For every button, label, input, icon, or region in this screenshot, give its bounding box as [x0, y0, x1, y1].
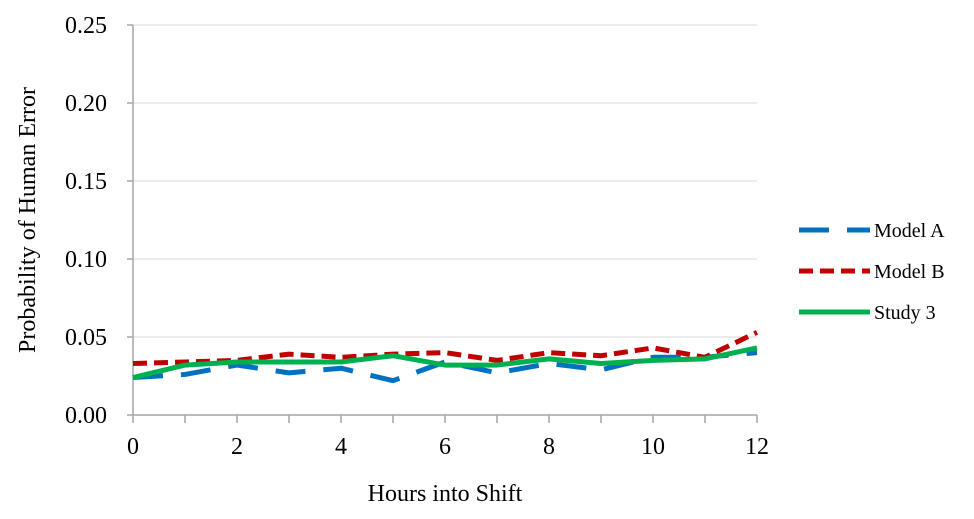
legend-label: Model B — [874, 261, 945, 283]
legend-item-study-3: Study 3 — [799, 302, 936, 324]
legend-label: Model A — [874, 220, 945, 242]
axes — [127, 24, 758, 423]
x-tick-label: 10 — [641, 434, 665, 460]
y-tick-labels: 0.00 0.05 0.10 0.15 0.20 0.25 — [65, 13, 107, 429]
y-tick-label: 0.20 — [65, 91, 107, 117]
x-axis-title: Hours into Shift — [368, 481, 523, 507]
y-axis-title: Probability of Human Error — [15, 87, 41, 353]
x-tick-label: 4 — [335, 434, 347, 460]
y-tick-label: 0.10 — [65, 247, 107, 273]
series-lines — [132, 330, 759, 384]
y-tick-label: 0.25 — [65, 13, 107, 39]
legend-item-model-b: Model B — [799, 261, 945, 283]
y-tick-label: 0.00 — [65, 403, 107, 429]
y-tick-label: 0.05 — [65, 325, 107, 351]
legend-item-model-a: Model A — [799, 220, 945, 242]
gridlines — [133, 24, 757, 338]
x-tick-label: 12 — [745, 434, 769, 460]
x-tick-labels: 0 2 4 6 8 10 12 — [127, 434, 769, 460]
series-line-model-a — [132, 350, 758, 384]
y-tick-label: 0.15 — [65, 169, 107, 195]
legend-label: Study 3 — [874, 302, 936, 324]
x-tick-label: 0 — [127, 434, 139, 460]
series-line-study-3 — [132, 345, 758, 380]
x-tick-label: 8 — [543, 434, 555, 460]
legend: Model A Model B Study 3 — [799, 220, 945, 324]
x-tick-label: 2 — [231, 434, 243, 460]
x-tick-label: 6 — [439, 434, 451, 460]
